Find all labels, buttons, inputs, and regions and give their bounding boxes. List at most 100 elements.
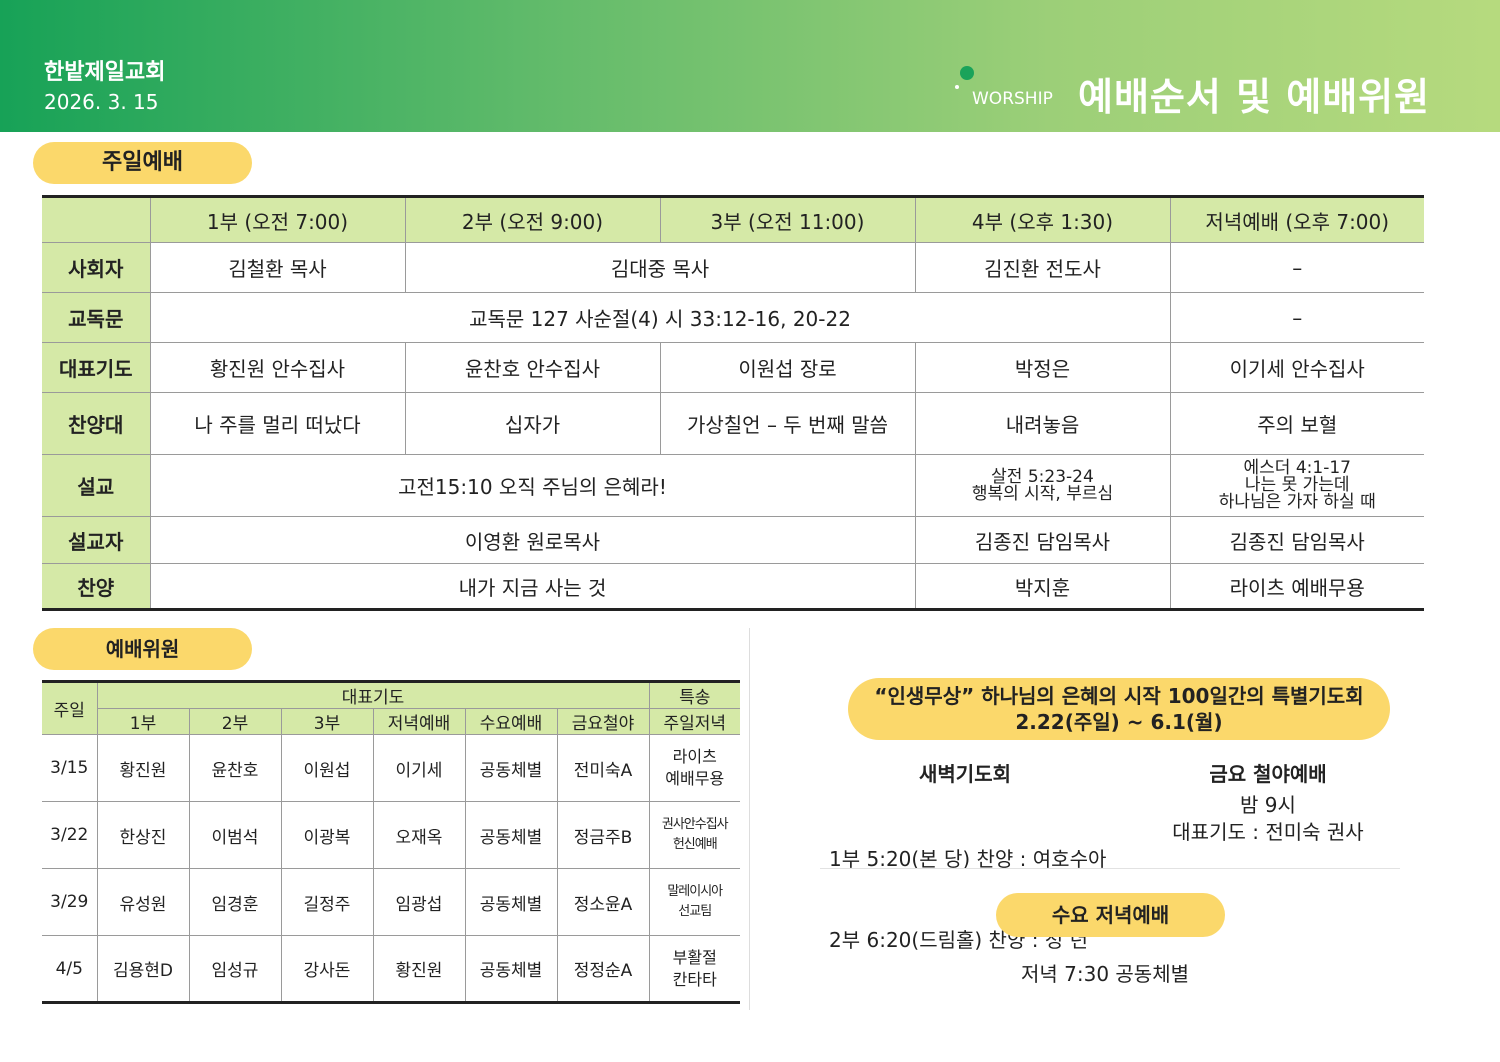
divider — [749, 628, 750, 1010]
row-date: 3/29 — [42, 868, 98, 936]
cell-line: 살전 5:23-24 — [991, 466, 1094, 487]
table-cell: 김종진 담임목사 — [1169, 516, 1424, 564]
table-row: 교독문 교독문 127 사순절(4) 시 33:12-16, 20-22– — [42, 292, 1424, 343]
column-header: 저녁예배 (오후 7:00) — [1169, 196, 1424, 243]
table-cell: 정금주B — [556, 801, 650, 869]
table-cell: 김용현D — [96, 935, 190, 1003]
table-cell: 임광섭 — [372, 868, 466, 936]
info-line: 대표기도 : 전미숙 권사 — [1172, 820, 1364, 844]
row-label: 찬양대 — [42, 392, 151, 455]
table-cell: 김철환 목사 — [149, 242, 406, 293]
table-cell: 김종진 담임목사 — [914, 516, 1171, 564]
row-label: 교독문 — [42, 292, 151, 343]
dot — [955, 85, 959, 89]
section-label: WORSHIP — [972, 89, 1053, 109]
committee-table: 주일 대표기도 특송 1부 2부 3부 저녁예배 수요예배 금요철야 주일저녁 3/15 황진원 윤찬호… — [42, 680, 740, 1004]
table-row: 3/29 유성원 임경훈 길정주 임광섭 공동체별 정소윤A 말레이시아 선교팀 — [42, 868, 740, 936]
column-header: 1부 — [97, 708, 190, 735]
table-row: 4/5 김용현D 임성규 강사돈 황진원 공동체별 정정순A 부활절 칸타타 — [42, 935, 740, 1003]
cell-line: 말레이시아 — [667, 884, 723, 899]
table-row: 찬양 내가 지금 사는 것 박지훈 라이츠 예배무용 — [42, 563, 1424, 610]
cell-line: 행복의 시작, 부르심 — [971, 483, 1114, 504]
table-cell: 임성규 — [188, 935, 282, 1003]
table-cell: 임경훈 — [188, 868, 282, 936]
column-header: 대표기도 — [96, 681, 650, 709]
table-cell: 이기세 안수집사 — [1169, 342, 1424, 393]
table-cell: 박정은 — [914, 342, 1171, 393]
table-cell: 이광복 — [280, 801, 374, 869]
friday-title: 금요 철야예배 — [1209, 762, 1327, 786]
divider — [820, 868, 1400, 869]
cell-line: 부활절 — [672, 947, 717, 967]
table-cell: 살전 5:23-24 행복의 시작, 부르심 — [914, 454, 1171, 517]
table-cell: 길정주 — [280, 868, 374, 936]
cell-line: 나는 못 가는데 — [1244, 475, 1350, 495]
page-title: 예배순서 및 예배위원 — [1078, 75, 1431, 119]
table-cell: 김대중 목사 — [404, 242, 916, 293]
table-cell: 유성원 — [96, 868, 190, 936]
table-row: 대표기도 황진원 안수집사 윤찬호 안수집사 이원섭 장로 박정은 이기세 안수집사 — [42, 342, 1424, 393]
cell-line: 에스더 4:1-17 — [1243, 458, 1351, 478]
row-label: 설교자 — [42, 516, 151, 564]
table-row: 설교자 이영환 원로목사 김종진 담임목사 김종진 담임목사 — [42, 516, 1424, 564]
row-label: 설교 — [42, 454, 151, 517]
info-line: 밤 9시 — [1240, 793, 1296, 817]
table-cell: 말레이시아 선교팀 — [648, 868, 740, 936]
dot — [960, 66, 974, 80]
column-header: 3부 — [280, 708, 374, 735]
table-cell: 주의 보혈 — [1169, 392, 1424, 455]
row-label: 대표기도 — [42, 342, 151, 393]
row-date: 4/5 — [42, 935, 98, 1003]
table-cell: 라이츠 예배무용 — [648, 734, 740, 802]
table-cell: 이원섭 장로 — [659, 342, 916, 393]
table-cell: 강사돈 — [280, 935, 374, 1003]
column-header: 수요예배 — [464, 708, 558, 735]
section-badge: 수요 저녁예배 — [996, 893, 1225, 937]
header-row: 1부 2부 3부 저녁예배 수요예배 금요철야 주일저녁 — [42, 708, 740, 735]
row-date: 3/15 — [42, 734, 98, 802]
table-cell: 내려놓음 — [914, 392, 1171, 455]
table-cell: 정소윤A — [556, 868, 650, 936]
table-cell: 교독문 127 사순절(4) 시 33:12-16, 20-22 — [149, 292, 1171, 343]
sunday-table: 1부 (오전 7:00) 2부 (오전 9:00) 3부 (오전 11:00) 4부 … — [42, 195, 1424, 611]
table-cell: 고전15:10 오직 주님의 은혜라! — [149, 454, 916, 517]
table-row: 3/22 한상진 이범석 이광복 오재옥 공동체별 정금주B 권사안수집사 헌신예배 — [42, 801, 740, 869]
column-header: 2부 (오전 9:00) — [404, 196, 661, 243]
row-label: 사회자 — [42, 242, 151, 293]
table-row: 3/15 황진원 윤찬호 이원섭 이기세 공동체별 전미숙A 라이츠 예배무용 — [42, 734, 740, 802]
table-cell: 가상칠언 – 두 번째 말씀 — [659, 392, 916, 455]
table-cell: 한상진 — [96, 801, 190, 869]
column-header: 특송 — [648, 681, 740, 709]
table-cell: 공동체별 — [464, 734, 558, 802]
table-cell: 이영환 원로목사 — [149, 516, 916, 564]
column-header: 주일 — [42, 681, 98, 735]
table-cell: – — [1169, 242, 1424, 293]
cell-line: 헌신예배 — [672, 837, 718, 852]
table-cell: 박지훈 — [914, 563, 1171, 610]
column-header: 2부 — [188, 708, 282, 735]
table-cell: 오재옥 — [372, 801, 466, 869]
table-cell: 나 주를 멀리 떠났다 — [149, 392, 406, 455]
header-row: 주일 대표기도 특송 — [42, 681, 740, 735]
table-cell: 내가 지금 사는 것 — [149, 563, 916, 610]
table-row: 사회자 김철환 목사 김대중 목사 김진환 전도사 – — [42, 242, 1424, 293]
cell-line: 권사안수집사 — [661, 817, 729, 832]
header-row: 1부 (오전 7:00) 2부 (오전 9:00) 3부 (오전 11:00) 4부 … — [42, 196, 1424, 243]
section-badge: 주일예배 — [33, 142, 252, 184]
title-line: 2.22(주일) ~ 6.1(월) — [1015, 710, 1223, 734]
table-cell: 윤찬호 안수집사 — [404, 342, 661, 393]
column-header: 4부 (오후 1:30) — [914, 196, 1171, 243]
section-badge: 예배위원 — [33, 628, 252, 670]
table-cell: 황진원 — [96, 734, 190, 802]
cell-line: 하나님은 가자 하실 때 — [1218, 492, 1376, 512]
table-cell: 김진환 전도사 — [914, 242, 1171, 293]
column-header: 3부 (오전 11:00) — [659, 196, 916, 243]
corner-cell — [42, 196, 151, 243]
table-cell: 공동체별 — [464, 868, 558, 936]
table-cell: 이원섭 — [280, 734, 374, 802]
cell-line: 예배무용 — [665, 769, 725, 788]
table-cell: 황진원 안수집사 — [149, 342, 406, 393]
